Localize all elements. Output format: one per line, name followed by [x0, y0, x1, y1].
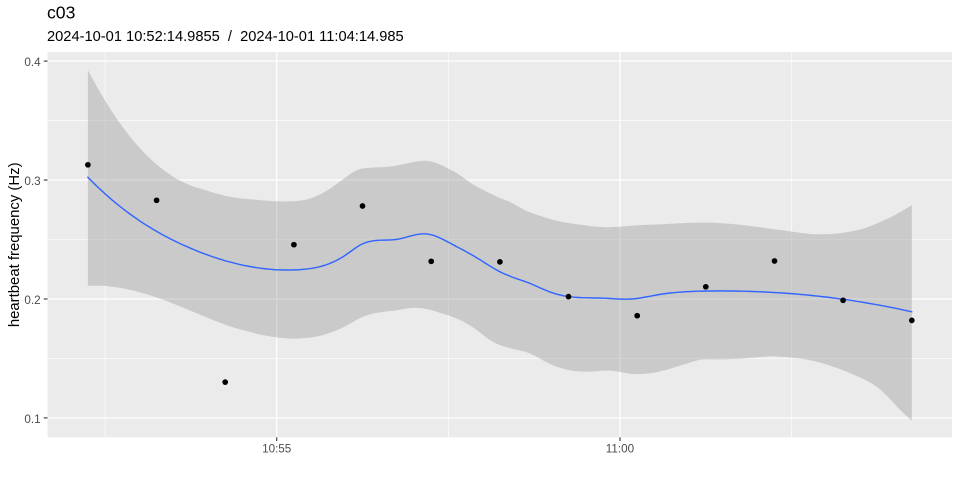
- svg-text:2024-10-01 10:52:14.9855 / 2: 2024-10-01 10:52:14.9855 / 2024-10-01 11…: [47, 29, 404, 45]
- svg-text:11:00: 11:00: [606, 443, 635, 456]
- svg-text:0.1: 0.1: [24, 413, 40, 426]
- svg-text:c03: c03: [47, 3, 76, 23]
- svg-text:heartbeat frequency (Hz): heartbeat frequency (Hz): [7, 162, 23, 327]
- svg-text:10:55: 10:55: [262, 443, 292, 456]
- svg-text:0.2: 0.2: [24, 294, 40, 307]
- svg-text:0.4: 0.4: [24, 56, 41, 69]
- svg-text:0.3: 0.3: [24, 175, 40, 188]
